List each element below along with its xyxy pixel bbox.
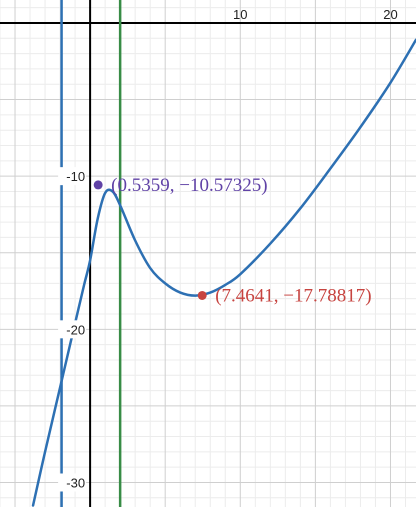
labeled-points[interactable]: (0.5359, −10.57325) (7.4641, −17.78817) bbox=[93, 175, 372, 307]
point-label-1: (0.5359, −10.57325) bbox=[111, 175, 267, 196]
point-marker-1[interactable] bbox=[93, 180, 103, 190]
tick-labels: 10 20 -10 -20 -30 bbox=[58, 7, 398, 492]
y-tick-label: -30 bbox=[66, 475, 85, 490]
x-tick-label: 10 bbox=[233, 7, 247, 22]
vertical-lines[interactable] bbox=[60, 0, 122, 507]
curves[interactable] bbox=[31, 38, 416, 507]
y-tick-label: -10 bbox=[66, 169, 85, 184]
y-tick-label-bg bbox=[58, 167, 87, 186]
y-tick-label: -20 bbox=[66, 322, 85, 337]
y-tick-label-bg bbox=[58, 473, 87, 492]
curve-series-1[interactable] bbox=[31, 38, 416, 507]
point-marker-2[interactable] bbox=[197, 290, 207, 300]
y-tick-label-bg bbox=[58, 320, 87, 339]
x-tick-label: 20 bbox=[383, 7, 397, 22]
point-label-2: (7.4641, −17.78817) bbox=[215, 285, 371, 306]
